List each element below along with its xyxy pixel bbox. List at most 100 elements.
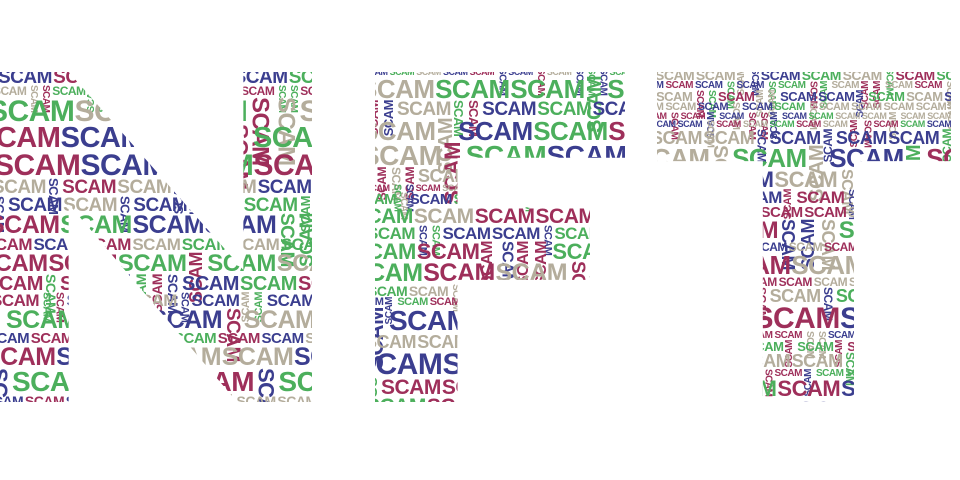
- scam-word: SCAM: [726, 303, 754, 373]
- scam-word: SCAM: [760, 72, 801, 83]
- scam-word: SCAM: [191, 291, 240, 311]
- scam-word: SCAM: [926, 119, 951, 130]
- scam-word: SCAM: [482, 99, 537, 121]
- scam-word: SCAM: [221, 342, 294, 371]
- scam-word: SCAM: [522, 183, 534, 212]
- scam-word: SCAM: [874, 167, 937, 193]
- scam-word: SCAM: [40, 85, 52, 113]
- scam-word: SCAM: [375, 259, 423, 288]
- scam-word: SCAM: [573, 72, 585, 96]
- scam-word: SCAM: [416, 72, 441, 77]
- scam-word: SCAM: [724, 352, 739, 386]
- scam-word: SCAM: [774, 167, 838, 193]
- scam-word: SCAM: [592, 99, 625, 121]
- scam-word: SCAM: [142, 392, 183, 402]
- scam-word: SCAM: [127, 344, 149, 399]
- scam-word: SCAM: [822, 119, 848, 130]
- scam-word: SCAM: [53, 292, 66, 323]
- scam-word: SCAM: [276, 85, 288, 113]
- scam-word: SCAM: [893, 398, 915, 402]
- scam-word: SCAM: [584, 191, 625, 209]
- scam-word: SCAM: [217, 330, 261, 348]
- scam-word: SCAM: [820, 286, 835, 321]
- scam-word: SCAM: [824, 239, 858, 254]
- scam-word: SCAM: [397, 296, 428, 309]
- scam-word: SCAM: [236, 392, 277, 402]
- scam-word: SCAM: [416, 238, 480, 264]
- scam-word: SCAM: [178, 292, 191, 323]
- scam-word: SCAM: [131, 394, 142, 402]
- scam-word: SCAM: [233, 72, 288, 88]
- scam-word: SCAM: [904, 367, 933, 379]
- scam-word: SCAM: [948, 205, 952, 220]
- scam-word: SCAM: [246, 96, 274, 166]
- scam-word: SCAM: [719, 111, 744, 122]
- scam-word: SCAM: [429, 225, 442, 256]
- scam-word: SCAM: [469, 331, 522, 352]
- scam-word: SCAM: [375, 74, 435, 105]
- scam-word: SCAM: [491, 224, 541, 244]
- scam-word: SCAM: [288, 85, 300, 113]
- scam-word: SCAM: [706, 90, 718, 118]
- scam-word: SCAM: [571, 296, 602, 309]
- scam-word: SCAM: [224, 394, 235, 402]
- scam-word: SCAM: [555, 283, 596, 300]
- scam-word: SCAM: [921, 188, 951, 208]
- scam-word: SCAM: [665, 101, 696, 114]
- scam-word: SCAM: [939, 286, 952, 321]
- scam-word: SCAM: [534, 72, 546, 96]
- scam-word: SCAM: [818, 89, 855, 105]
- scam-word: SCAM: [0, 122, 61, 155]
- scam-word: SCAM: [923, 339, 951, 355]
- scam-word: SCAM: [691, 367, 720, 379]
- scam-word: SCAM: [505, 396, 565, 402]
- scam-word: SCAM: [257, 177, 312, 199]
- scam-word: SCAM: [721, 367, 749, 379]
- scam-word: SCAM: [546, 72, 572, 77]
- scam-word: SCAM: [857, 330, 886, 342]
- scam-word: SCAM: [657, 205, 660, 233]
- scam-word: SCAM: [922, 376, 951, 402]
- scam-word: SCAM: [754, 128, 769, 163]
- scam-word: SCAM: [657, 167, 710, 193]
- scam-word: SCAM: [375, 283, 408, 300]
- scam-word: SCAM: [574, 331, 625, 352]
- scam-word: SCAM: [305, 330, 312, 348]
- scam-word: SCAM: [657, 250, 716, 280]
- scam-word: SCAM: [277, 392, 312, 402]
- letter-n: SCAMSCAMSCAMSCAMSCAMSCAMSCAMSCAMSCAMSCAM…: [0, 72, 312, 402]
- scam-word: SCAM: [533, 115, 608, 146]
- scam-word: SCAM: [935, 330, 951, 342]
- scam-word: SCAM: [375, 396, 426, 402]
- scam-word: SCAM: [778, 79, 806, 91]
- scam-word: SCAM: [375, 139, 442, 171]
- scam-word: SCAM: [108, 72, 163, 88]
- scam-word: SCAM: [473, 283, 514, 300]
- scam-word: SCAM: [915, 101, 947, 114]
- scam-word: SCAM: [375, 238, 416, 264]
- scam-word: SCAM: [538, 296, 570, 309]
- scam-word: SCAM: [657, 111, 667, 122]
- scam-word: SCAM: [716, 204, 760, 222]
- scam-word: SCAM: [835, 111, 860, 122]
- scam-word: SCAM: [944, 80, 951, 109]
- scam-word: SCAM: [851, 101, 882, 114]
- scam-word: SCAM: [840, 301, 927, 335]
- scam-word: SCAM: [253, 367, 279, 402]
- scam-word: SCAM: [43, 274, 59, 314]
- scam-word: SCAM: [48, 250, 118, 277]
- scam-word: SCAM: [838, 169, 856, 215]
- scam-word: SCAM: [299, 94, 313, 128]
- scam-word: SCAM: [541, 225, 554, 256]
- scam-word: SCAM: [818, 101, 850, 114]
- scam-word: SCAM: [469, 167, 484, 201]
- scam-word: SCAM: [418, 166, 470, 187]
- scam-word: SCAM: [92, 365, 174, 397]
- scam-word: SCAM: [566, 396, 625, 402]
- scam-word: SCAM: [857, 351, 910, 372]
- scam-word: SCAM: [718, 89, 755, 105]
- scam-word: SCAM: [908, 275, 920, 304]
- scam-word: SCAM: [0, 84, 27, 99]
- scam-word: SCAM: [697, 101, 729, 114]
- scam-word: SCAM: [74, 330, 118, 348]
